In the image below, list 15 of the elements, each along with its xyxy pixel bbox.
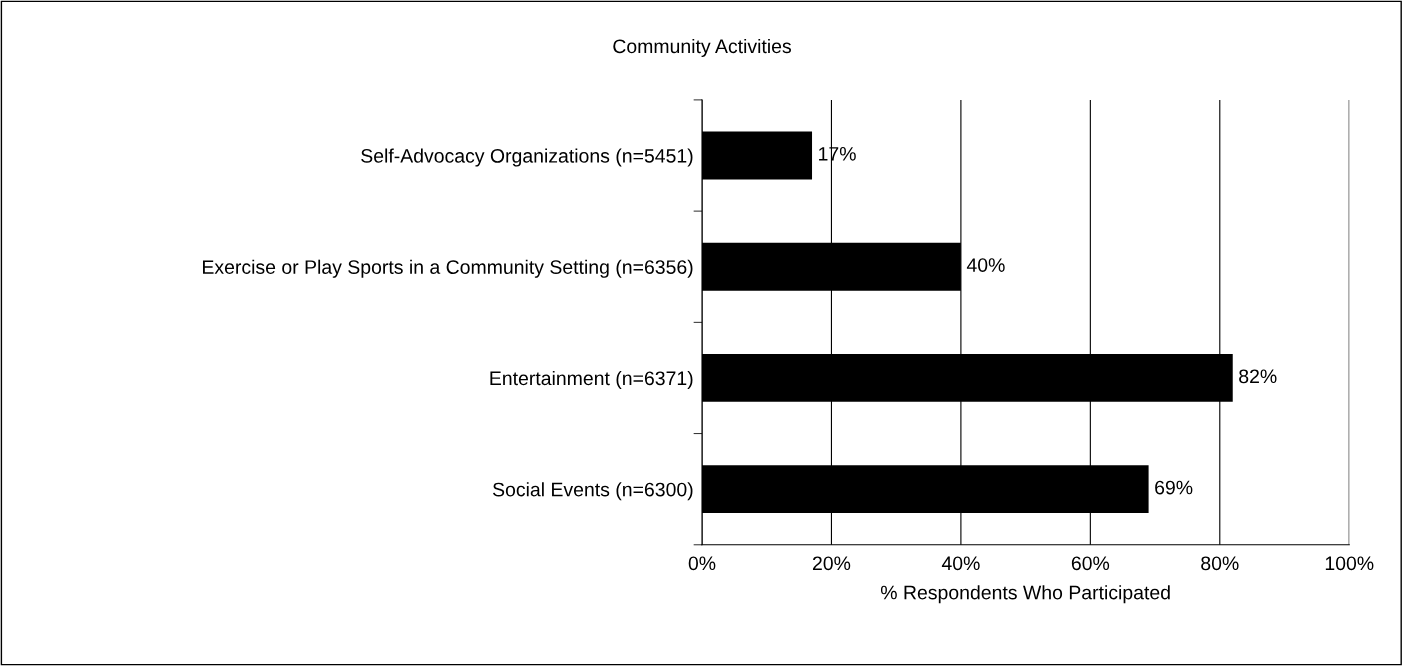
data-label: 69% xyxy=(1155,480,1193,495)
x-axis-title: % Respondents Who Participated xyxy=(880,585,1170,604)
data-label: 82% xyxy=(1239,369,1277,384)
x-tick-label: 0% xyxy=(688,556,716,571)
y-tick-label: Social Events (n=6300) xyxy=(492,482,693,501)
data-label: 40% xyxy=(966,258,1005,272)
x-tick-label: 40% xyxy=(941,556,980,571)
y-tick-label: Exercise or Play Sports in a Community Setting (n=6356) xyxy=(203,259,693,278)
y-tick-label: Self-Advocacy Organizations (n=5451) xyxy=(361,148,693,167)
x-tick-label: 80% xyxy=(1201,556,1239,571)
chart-title: Community Activities xyxy=(613,38,791,58)
x-tick-label: 60% xyxy=(1071,556,1110,571)
y-tick-label: Entertainment (n=6371) xyxy=(490,370,693,390)
x-tick-label: 20% xyxy=(812,556,851,571)
x-tick-label: 100% xyxy=(1325,556,1374,571)
